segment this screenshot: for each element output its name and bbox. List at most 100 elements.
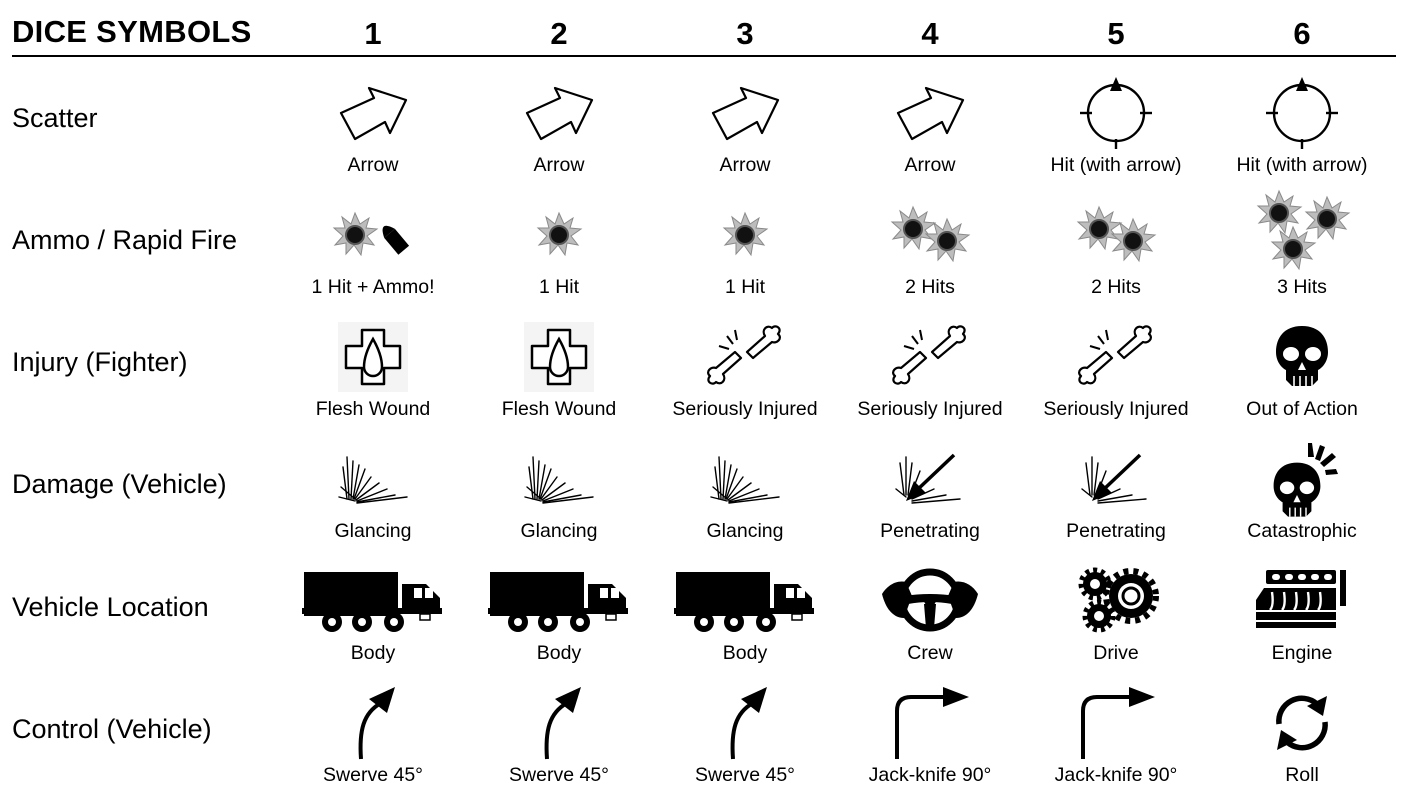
dice-result-cell: Out of Action (1212, 314, 1392, 436)
glancing-impact-icon (509, 436, 609, 522)
bullet-hole-icon (695, 192, 795, 278)
row-label: Scatter (12, 103, 98, 133)
dice-result-cell: Roll (1212, 680, 1392, 802)
result-caption: Glancing (334, 520, 412, 542)
medical-cross-icon (509, 314, 609, 400)
dice-result-cell: Hit (with arrow) (1026, 70, 1206, 192)
result-caption: Drive (1093, 642, 1139, 664)
result-caption: Body (722, 642, 768, 664)
row-label: Control (Vehicle) (12, 714, 212, 744)
cracked-skull-icon (1252, 436, 1352, 522)
steering-wheel-icon (880, 558, 980, 644)
glancing-impact-icon (695, 436, 795, 522)
penetrating-impact-icon (1066, 436, 1166, 522)
result-caption: 1 Hit + Ammo! (311, 276, 435, 298)
two-bullet-holes-icon (880, 192, 980, 278)
result-caption: Flesh Wound (315, 398, 431, 420)
dice-result-cell: Jack-knife 90° (840, 680, 1020, 802)
result-caption: Swerve 45° (323, 764, 423, 786)
column-header-6: 6 (1293, 16, 1311, 51)
dice-result-cell: Arrow (655, 70, 835, 192)
crosshair-hit-icon (1252, 70, 1352, 156)
dice-result-cell: Swerve 45° (469, 680, 649, 802)
two-bullet-holes-icon (1066, 192, 1166, 278)
scatter-arrow-icon (695, 70, 795, 156)
glancing-impact-icon (323, 436, 423, 522)
result-caption: Jack-knife 90° (1054, 764, 1178, 786)
truck-icon (488, 558, 628, 644)
dice-result-cell: Seriously Injured (1026, 314, 1206, 436)
dice-result-cell: Flesh Wound (469, 314, 649, 436)
dice-result-cell: Glancing (283, 436, 463, 558)
swerve-arrow-icon (695, 680, 795, 766)
result-caption: Arrow (533, 154, 585, 176)
result-caption: Penetrating (1066, 520, 1166, 542)
result-caption: 1 Hit (538, 276, 580, 298)
column-header-5: 5 (1107, 16, 1125, 51)
dice-result-cell: Body (469, 558, 649, 680)
result-caption: Seriously Injured (857, 398, 1003, 420)
result-caption: Jack-knife 90° (868, 764, 992, 786)
dice-result-cell: 2 Hits (840, 192, 1020, 314)
result-caption: Seriously Injured (1043, 398, 1189, 420)
row-label: Ammo / Rapid Fire (12, 225, 238, 255)
swerve-arrow-icon (323, 680, 423, 766)
dice-result-cell: Hit (with arrow) (1212, 70, 1392, 192)
result-caption: Roll (1285, 764, 1319, 786)
dice-result-cell: Seriously Injured (655, 314, 835, 436)
result-caption: Body (350, 642, 396, 664)
three-bullet-holes-icon (1252, 190, 1352, 278)
result-caption: Glancing (706, 520, 784, 542)
broken-bone-icon (1066, 314, 1166, 400)
result-caption: Swerve 45° (695, 764, 795, 786)
result-caption: Penetrating (880, 520, 980, 542)
result-caption: 2 Hits (1091, 276, 1141, 298)
result-caption: 3 Hits (1277, 276, 1327, 298)
result-caption: Body (536, 642, 582, 664)
dice-result-cell: Glancing (655, 436, 835, 558)
skull-icon (1252, 314, 1352, 400)
dice-result-cell: Body (655, 558, 835, 680)
engine-icon (1252, 558, 1352, 644)
result-caption: Arrow (347, 154, 399, 176)
column-header-4: 4 (921, 16, 939, 51)
result-caption: Hit (with arrow) (1050, 154, 1182, 176)
dice-result-cell: 1 Hit + Ammo! (283, 192, 463, 314)
jackknife-arrow-icon (880, 680, 980, 766)
result-caption: 2 Hits (905, 276, 955, 298)
page-title: DICE SYMBOLS (12, 14, 252, 49)
dice-result-cell: Arrow (283, 70, 463, 192)
dice-result-cell: Jack-knife 90° (1026, 680, 1206, 802)
bullet-hole-icon (509, 192, 609, 278)
result-caption: Catastrophic (1247, 520, 1357, 542)
broken-bone-icon (880, 314, 980, 400)
scatter-arrow-icon (880, 70, 980, 156)
jackknife-arrow-icon (1066, 680, 1166, 766)
result-caption: Glancing (520, 520, 598, 542)
medical-cross-icon (323, 314, 423, 400)
dice-result-cell: Swerve 45° (655, 680, 835, 802)
result-caption: Hit (with arrow) (1236, 154, 1368, 176)
column-header-2: 2 (550, 16, 568, 51)
scatter-arrow-icon (509, 70, 609, 156)
bullet-hole-ammo-icon (323, 192, 423, 278)
result-caption: Swerve 45° (509, 764, 609, 786)
row-label: Injury (Fighter) (12, 347, 188, 377)
dice-result-cell: Body (283, 558, 463, 680)
dice-result-cell: 1 Hit (655, 192, 835, 314)
roll-arrows-icon (1252, 680, 1352, 766)
crosshair-hit-icon (1066, 70, 1166, 156)
dice-result-cell: Engine (1212, 558, 1392, 680)
dice-result-cell: Catastrophic (1212, 436, 1392, 558)
dice-result-cell: Drive (1026, 558, 1206, 680)
dice-result-cell: Swerve 45° (283, 680, 463, 802)
swerve-arrow-icon (509, 680, 609, 766)
dice-result-cell: 3 Hits (1212, 190, 1392, 314)
broken-bone-icon (695, 314, 795, 400)
result-caption: Out of Action (1246, 398, 1358, 420)
scatter-arrow-icon (323, 70, 423, 156)
dice-result-cell: Penetrating (840, 436, 1020, 558)
dice-result-cell: Arrow (469, 70, 649, 192)
result-caption: Flesh Wound (501, 398, 617, 420)
row-label: Damage (Vehicle) (12, 469, 227, 499)
